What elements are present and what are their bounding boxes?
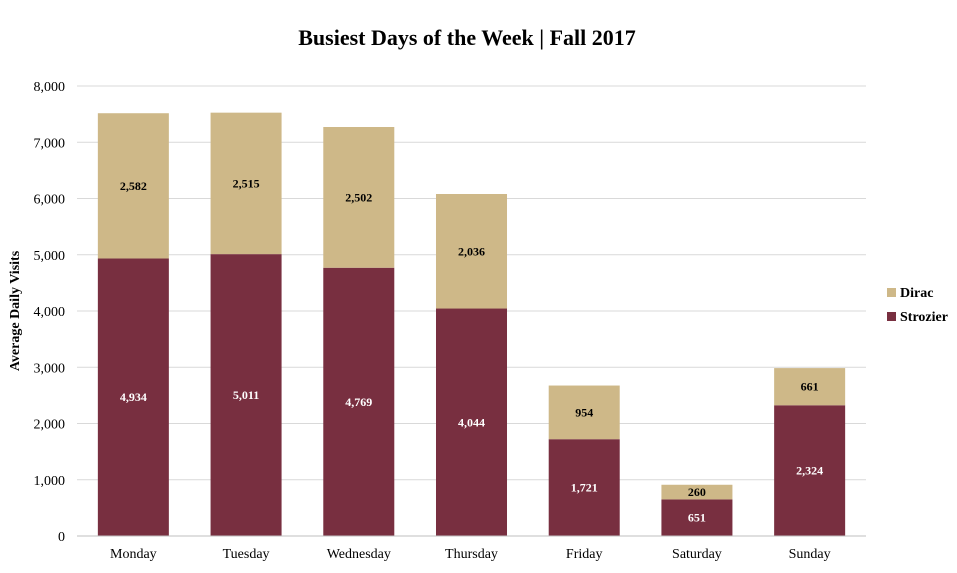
- bar-strozier-sunday: [774, 405, 846, 536]
- legend-swatch-strozier: [887, 312, 896, 321]
- legend-label-dirac: Dirac: [900, 286, 933, 301]
- bar-strozier-monday: [97, 258, 169, 536]
- y-axis-ticks: 0 1,000 2,000 3,000 4,000 5,000 6,000 7,000 8,00…: [34, 80, 66, 545]
- bar-strozier-thursday: [435, 308, 508, 536]
- bar-dirac-friday: [548, 385, 620, 440]
- bar-dirac-thursday: [435, 194, 508, 309]
- y-axis-label: Average Daily Visits: [8, 250, 23, 371]
- legend-label-strozier: Strozier: [900, 310, 948, 325]
- bars: [97, 112, 846, 536]
- bar-dirac-tuesday: [210, 112, 282, 255]
- bar-dirac-saturday: [661, 484, 733, 500]
- bar-dirac-monday: [97, 113, 169, 259]
- chart-title: Busiest Days of the Week | Fall 2017: [298, 25, 636, 50]
- y-tick-label: 3,000: [34, 361, 66, 376]
- data-labels: 4,934 2,582 5,011 2,515 4,769 2,502 4,044 2,036…: [120, 176, 823, 524]
- y-tick-label: 5,000: [34, 249, 66, 264]
- data-label-strozier: 651: [688, 511, 706, 525]
- legend-swatch-dirac: [887, 288, 896, 297]
- bar-strozier-wednesday: [323, 267, 395, 536]
- data-label-dirac: 661: [801, 380, 819, 394]
- y-tick-label: 1,000: [34, 474, 66, 489]
- data-label-strozier: 5,011: [233, 388, 259, 402]
- x-tick-label: Wednesday: [327, 547, 391, 562]
- bar-strozier-friday: [548, 439, 620, 536]
- data-label-dirac: 2,582: [120, 179, 147, 193]
- data-label-strozier: 1,721: [571, 481, 598, 495]
- bar-dirac-sunday: [774, 368, 846, 406]
- data-label-strozier: 2,324: [796, 464, 823, 478]
- data-label-dirac: 2,515: [233, 176, 260, 190]
- y-tick-label: 8,000: [34, 80, 66, 95]
- data-label-dirac: 954: [575, 405, 593, 419]
- bar-strozier-tuesday: [210, 254, 282, 536]
- x-tick-label: Sunday: [789, 547, 831, 562]
- x-axis-ticks: Monday Tuesday Wednesday Thursday Friday Satu…: [110, 547, 831, 562]
- x-tick-label: Friday: [566, 547, 603, 562]
- bar-strozier-saturday: [661, 499, 733, 536]
- x-tick-label: Monday: [110, 547, 157, 562]
- y-tick-label: 0: [58, 530, 65, 545]
- x-tick-label: Saturday: [672, 547, 722, 562]
- data-label-dirac: 2,502: [345, 190, 372, 204]
- data-label-strozier: 4,044: [458, 415, 485, 429]
- y-tick-label: 2,000: [34, 418, 66, 433]
- y-tick-label: 7,000: [34, 136, 66, 151]
- y-tick-label: 4,000: [34, 305, 66, 320]
- x-tick-label: Thursday: [445, 547, 498, 562]
- data-label-dirac: 260: [688, 485, 706, 499]
- x-tick-label: Tuesday: [223, 547, 270, 562]
- bar-dirac-wednesday: [323, 127, 395, 268]
- data-label-strozier: 4,934: [120, 390, 147, 404]
- legend: Dirac Strozier: [887, 286, 948, 325]
- y-tick-label: 6,000: [34, 193, 66, 208]
- data-label-dirac: 2,036: [458, 244, 485, 258]
- data-label-strozier: 4,769: [345, 395, 372, 409]
